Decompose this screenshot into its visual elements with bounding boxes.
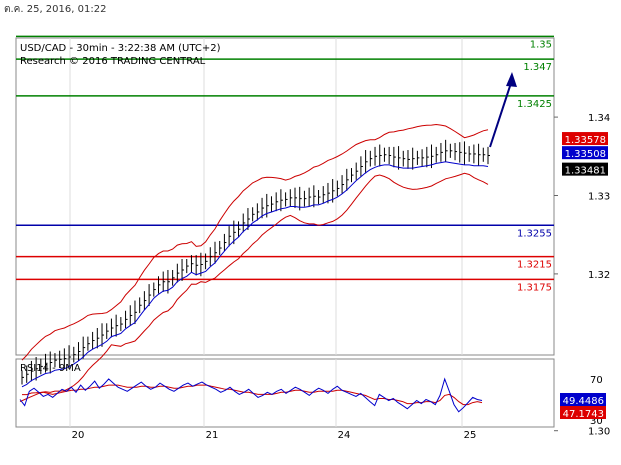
- price-tag-label: 1.33481: [565, 166, 606, 177]
- target-arrow: [489, 72, 517, 148]
- time-axis-label: 21: [206, 430, 219, 441]
- level-label: 1.35: [530, 39, 552, 50]
- price-tag-label: 1.33508: [565, 149, 606, 160]
- level-label: 1.3175: [517, 282, 552, 293]
- rsi-ma-line: [19, 384, 483, 406]
- price-axis-label: 1.30: [588, 427, 610, 438]
- upper-band-line: [21, 123, 489, 361]
- price-tag: [562, 162, 608, 176]
- time-axis-label: 25: [464, 430, 477, 441]
- rsi-axis-label: 70: [590, 375, 603, 386]
- level-label: 1.3425: [517, 99, 552, 110]
- rsi-axis-label: 30: [590, 416, 603, 427]
- price-axis-label: 1.32: [588, 270, 610, 281]
- level-label: 1.347: [523, 62, 552, 73]
- level-label: 1.3215: [517, 260, 552, 271]
- rsi-line: [19, 377, 483, 413]
- price-tag: [562, 132, 608, 146]
- chart-title: USD/CAD - 30min - 3:22:38 AM (UTC+2): [20, 43, 221, 54]
- rsi-tag: [560, 393, 606, 406]
- rsi-panel-frame: [15, 358, 555, 428]
- timestamp: ต.ค. 25, 2016, 01:22: [4, 4, 107, 15]
- chart-subtitle: Research © 2016 TRADING CENTRAL: [20, 56, 206, 67]
- time-axis-label: 20: [72, 430, 85, 441]
- time-axis-label: 24: [338, 430, 351, 441]
- price-tag-label: 1.33578: [565, 135, 606, 146]
- rsi-tag-label: 49.4486: [563, 396, 604, 407]
- rsi-title: RSI14 - 9MA: [20, 363, 81, 374]
- moving-average-line: [21, 161, 489, 388]
- level-label: 1.3255: [517, 228, 552, 239]
- rsi-tag-label: 47.1743: [563, 409, 604, 420]
- lower-band-line: [22, 172, 489, 396]
- price-axis-label: 1.34: [588, 113, 610, 124]
- price-axis-label: 1.33: [588, 192, 610, 203]
- rsi-tag: [560, 406, 606, 419]
- price-panel-frame: [15, 37, 555, 356]
- price-tag: [562, 146, 608, 160]
